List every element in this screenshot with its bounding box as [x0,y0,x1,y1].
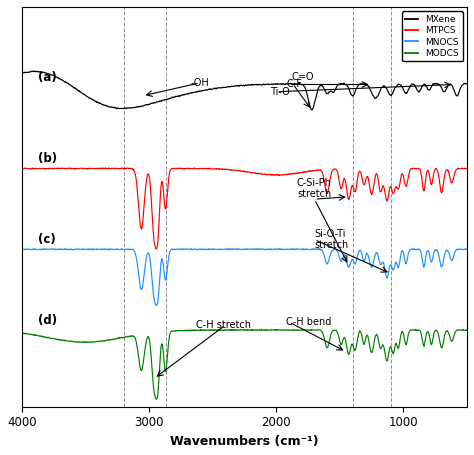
Text: (b): (b) [38,152,57,165]
Legend: MXene, MTPCS, MNOCS, MODCS: MXene, MTPCS, MNOCS, MODCS [402,11,463,61]
Text: C=O: C=O [292,72,314,82]
Text: (d): (d) [38,314,57,327]
Text: C-H stretch: C-H stretch [196,320,251,330]
Text: C-F: C-F [286,80,302,90]
X-axis label: Wavenumbers (cm⁻¹): Wavenumbers (cm⁻¹) [170,435,319,448]
Text: Si-O-Ti
stretch: Si-O-Ti stretch [314,229,349,250]
Text: -OH: -OH [190,78,209,88]
Text: C-H bend: C-H bend [286,317,332,327]
Text: (a): (a) [38,71,57,85]
Text: (c): (c) [38,233,56,246]
Text: C-Si-Ph
stretch: C-Si-Ph stretch [297,177,332,199]
Text: Ti-O: Ti-O [270,87,290,97]
